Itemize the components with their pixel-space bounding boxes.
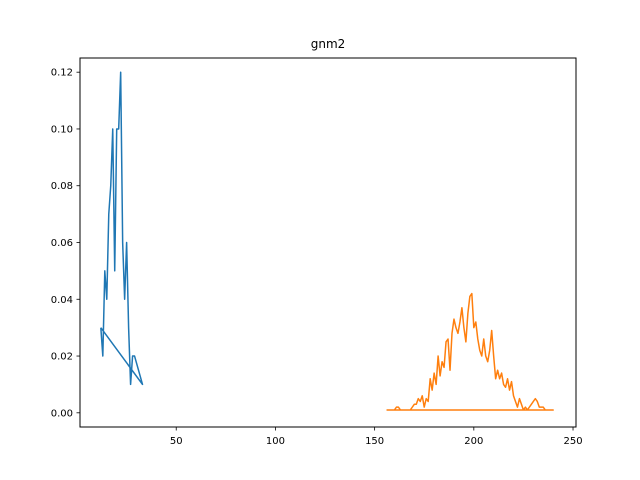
chart-title: gnm2	[311, 37, 346, 51]
y-tick-label: 0.08	[51, 181, 73, 192]
ticks-layer: 50 100 150 200 250 0.00 0.02 0.04 0.06 0.08 0.10 0.…	[51, 68, 583, 447]
series-line-1	[386, 292, 554, 411]
y-tick-label: 0.10	[51, 124, 73, 135]
x-tick-label: 200	[464, 436, 483, 447]
x-tick-label: 150	[365, 436, 384, 447]
x-tick-label: 50	[170, 436, 183, 447]
series-layer	[100, 71, 554, 411]
x-tick-label: 250	[563, 436, 582, 447]
y-tick-label: 0.02	[51, 352, 73, 363]
y-tick-label: 0.12	[51, 68, 73, 79]
y-tick-label: 0.00	[51, 408, 73, 419]
y-tick-label: 0.04	[51, 295, 73, 306]
plot-frame	[79, 57, 577, 428]
y-tick-label: 0.06	[51, 238, 73, 249]
x-tick-label: 100	[266, 436, 285, 447]
series-line-0	[100, 71, 144, 386]
